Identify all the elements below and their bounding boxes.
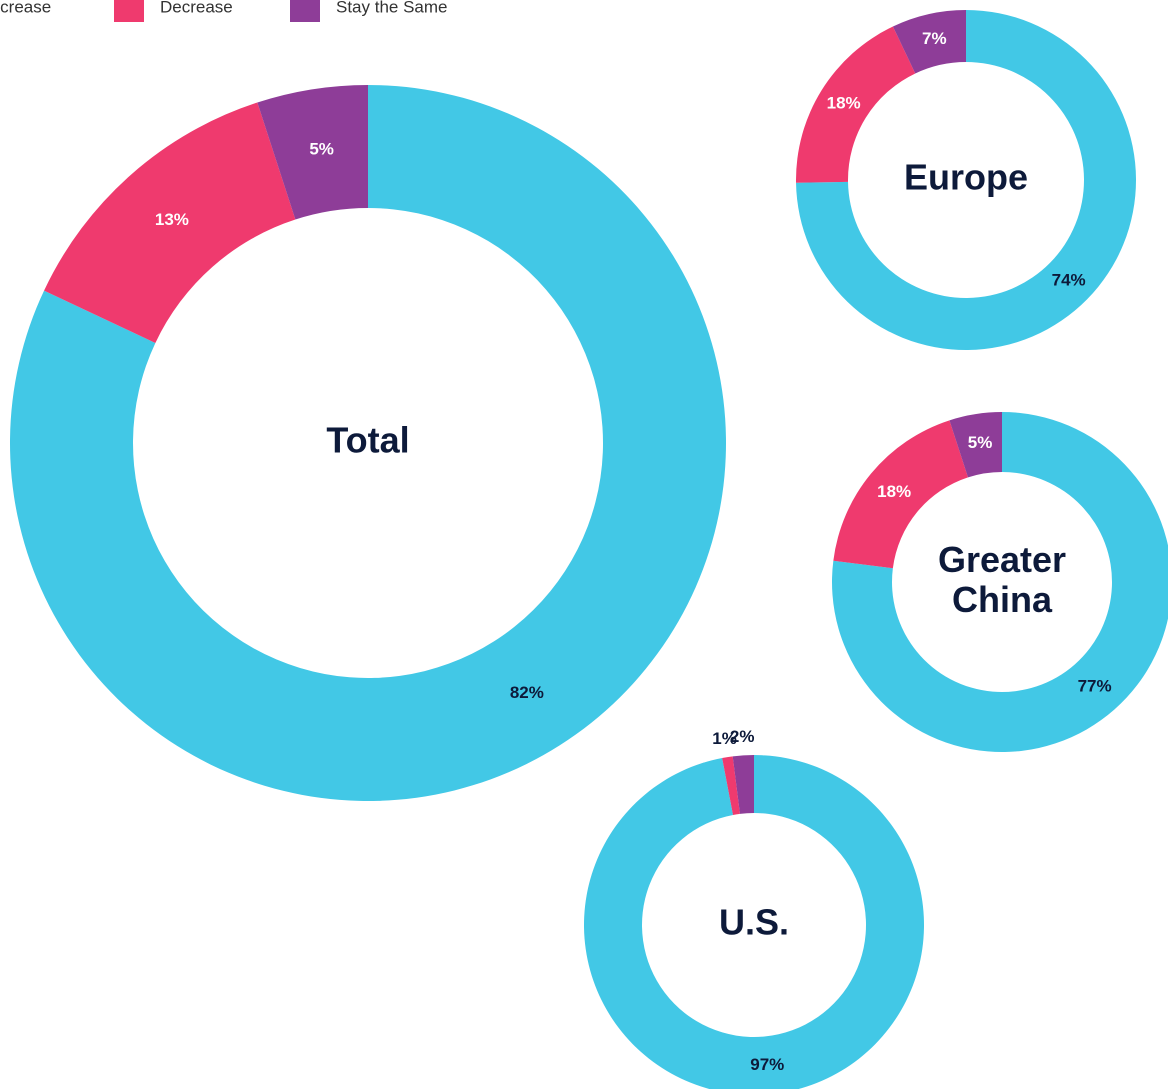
center-title: U.S. [719, 902, 789, 943]
donut-slice [44, 102, 296, 343]
value-label: 5% [309, 140, 334, 159]
donut-slice [732, 755, 754, 814]
donut-slice [892, 10, 966, 74]
donut-slice [949, 412, 1002, 478]
value-label: 77% [1078, 676, 1112, 695]
donut-chart: 74% 18% 7% Europe [796, 10, 1136, 350]
value-label: 5% [968, 433, 993, 452]
donut-slice [9, 85, 727, 802]
value-label: 18% [877, 482, 911, 501]
donut-chart: 97% 1%2% U.S. [584, 727, 924, 1089]
center-title: Europe [904, 157, 1028, 198]
donut-slice [796, 10, 1136, 350]
donut-chart: 77% 18% 5% Greater China [832, 412, 1168, 752]
donut-slice [257, 85, 368, 220]
legend-label: Decrease [160, 0, 233, 16]
legend-label: Increase [0, 0, 51, 16]
value-label: 82% [510, 683, 544, 702]
value-label: 1% [712, 729, 737, 748]
center-title: Total [326, 420, 409, 461]
value-label: 7% [922, 29, 947, 48]
donut-chart: 82% 13% 5% Total [9, 85, 727, 802]
value-label: 2% [730, 727, 755, 746]
donut-slice [832, 412, 1168, 752]
legend-swatch [114, 0, 144, 22]
donut-slice [833, 420, 969, 569]
center-title: Greater China [938, 539, 1066, 620]
value-label: 74% [1052, 270, 1086, 289]
donut-slice [796, 26, 916, 183]
donut-slice [584, 755, 924, 1089]
donut-slice [722, 756, 740, 815]
value-label: 18% [827, 94, 861, 113]
legend: Increase Decrease Stay the Same [0, 0, 448, 22]
legend-swatch [290, 0, 320, 22]
value-label: 97% [750, 1055, 784, 1074]
value-label: 13% [155, 210, 189, 229]
legend-label: Stay the Same [336, 0, 448, 16]
